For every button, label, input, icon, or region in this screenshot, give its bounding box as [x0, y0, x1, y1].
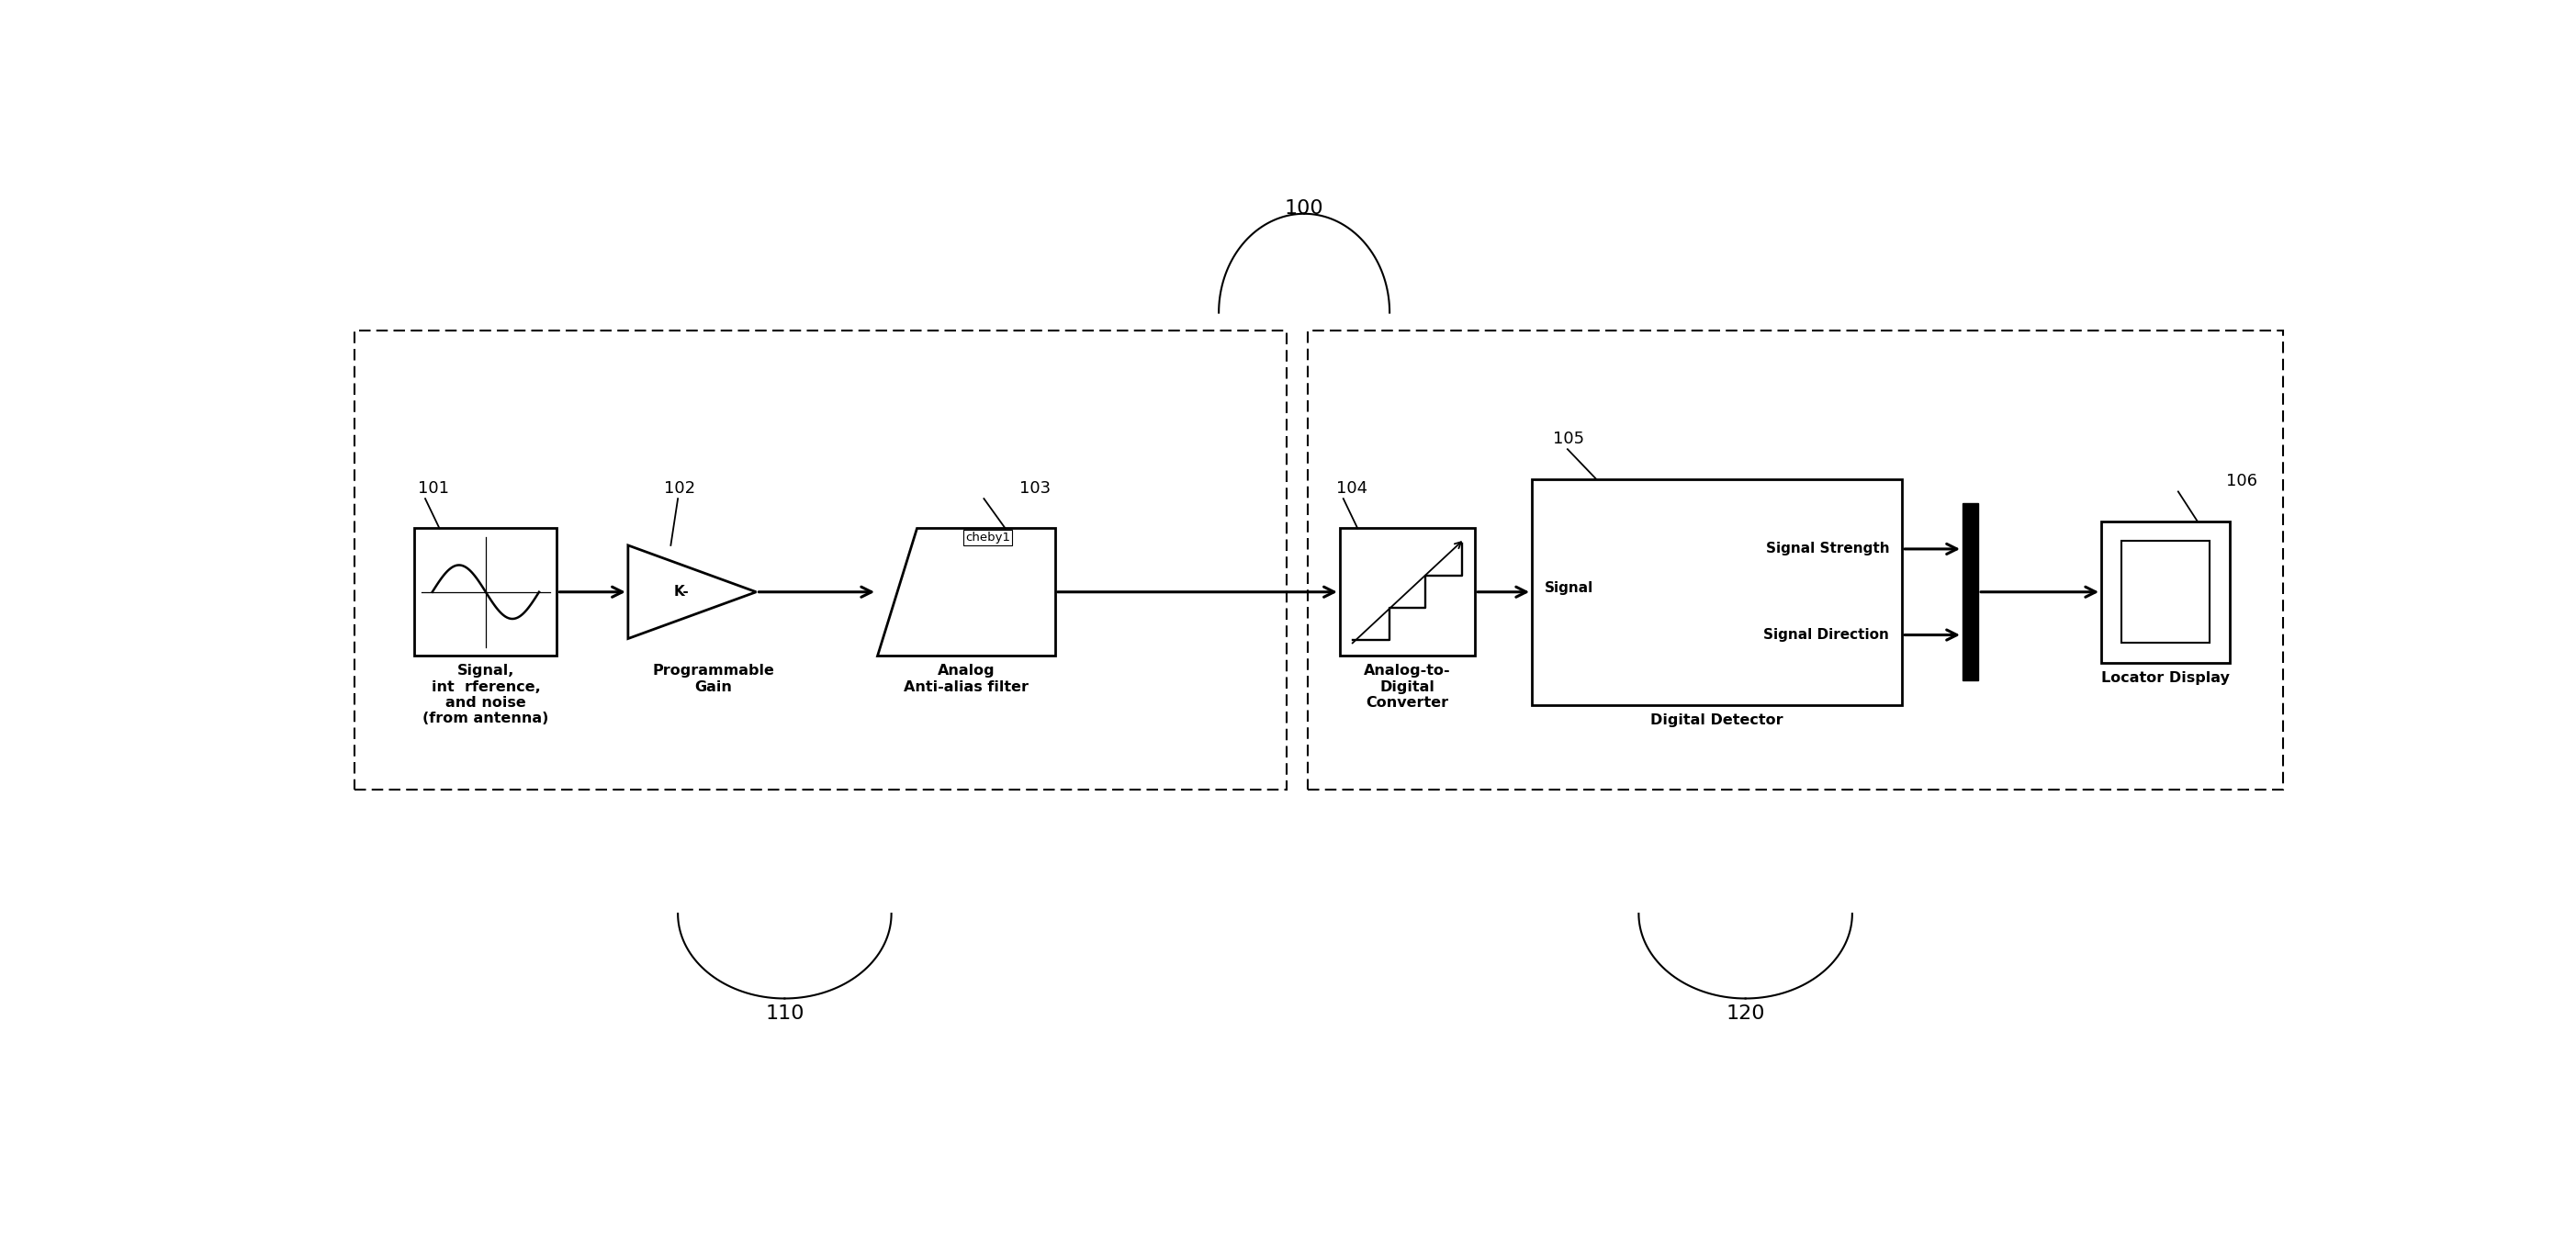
Text: Analog-to-
Digital
Converter: Analog-to- Digital Converter	[1363, 664, 1450, 710]
Bar	[1963, 503, 1978, 680]
Text: K-: K-	[675, 585, 690, 599]
Text: 110: 110	[765, 1005, 804, 1023]
Text: Programmable
Gain: Programmable Gain	[652, 664, 775, 693]
Text: 120: 120	[1726, 1005, 1765, 1023]
Bar	[1533, 479, 1901, 705]
Text: 105: 105	[1553, 431, 1584, 447]
Text: Analog
Anti-alias filter: Analog Anti-alias filter	[904, 664, 1028, 693]
Text: 103: 103	[1020, 481, 1051, 497]
Text: cheby1: cheby1	[966, 532, 1010, 544]
Text: 101: 101	[417, 481, 448, 497]
Polygon shape	[878, 528, 1056, 656]
Text: 102: 102	[665, 481, 696, 497]
Text: 106: 106	[2226, 473, 2257, 489]
Text: Signal,
int  rference,
and noise
(from antenna): Signal, int rference, and noise (from an…	[422, 664, 549, 726]
Text: Signal: Signal	[1546, 581, 1595, 595]
Text: 104: 104	[1337, 481, 1368, 497]
Bar	[1340, 528, 1476, 656]
Text: 100: 100	[1285, 199, 1324, 218]
Text: Digital Detector: Digital Detector	[1651, 713, 1783, 727]
Text: Signal Direction: Signal Direction	[1765, 627, 1888, 642]
Bar	[2102, 522, 2228, 662]
Text: Signal Strength: Signal Strength	[1765, 542, 1888, 555]
Bar	[2120, 542, 2210, 642]
Text: Locator Display: Locator Display	[2102, 671, 2231, 685]
Polygon shape	[629, 545, 757, 639]
Bar	[415, 528, 556, 656]
